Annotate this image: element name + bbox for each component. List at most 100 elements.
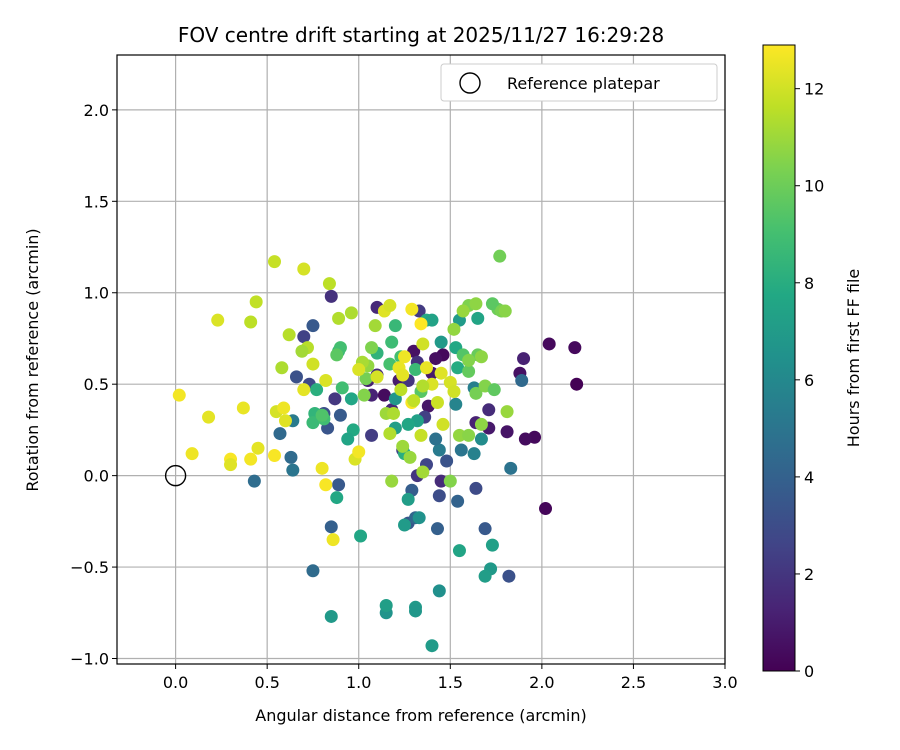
scatter-point <box>328 392 342 406</box>
scatter-point <box>310 383 324 397</box>
scatter-point <box>273 427 287 441</box>
y-tick-label: −0.5 <box>70 558 109 577</box>
scatter-point <box>419 361 433 375</box>
scatter-point <box>211 313 225 327</box>
scatter-point <box>306 319 320 333</box>
x-tick-label: 0.0 <box>163 673 188 692</box>
scatter-point <box>430 395 444 409</box>
scatter-point <box>383 427 397 441</box>
data-points <box>172 249 584 653</box>
scatter-point <box>306 564 320 578</box>
scatter-point <box>482 403 496 417</box>
scatter-point <box>267 255 281 269</box>
scatter-point <box>275 361 289 375</box>
scatter-point <box>440 454 454 468</box>
scatter-point <box>469 481 483 495</box>
scatter-point <box>469 386 483 400</box>
scatter-point <box>365 428 379 442</box>
scatter-point <box>359 372 373 386</box>
scatter-point <box>330 348 344 362</box>
scatter-point <box>425 639 439 653</box>
scatter-point <box>539 502 553 516</box>
scatter-point <box>354 529 368 543</box>
scatter-point <box>570 377 584 391</box>
scatter-point <box>306 416 320 430</box>
scatter-point <box>267 449 281 463</box>
colorbar-tick-label: 4 <box>804 468 814 487</box>
scatter-point <box>383 299 397 313</box>
colorbar-tick-label: 2 <box>804 565 814 584</box>
chart-title: FOV centre drift starting at 2025/11/27 … <box>178 23 664 47</box>
scatter-point <box>462 364 476 378</box>
scatter-point <box>447 322 461 336</box>
x-axis-ticks: 0.0 0.5 1.0 1.5 2.0 2.5 3.0 <box>163 664 738 692</box>
y-axis-ticks: −1.0 −0.5 0.0 0.5 1.0 1.5 2.0 <box>70 101 117 669</box>
x-tick-label: 1.5 <box>438 673 463 692</box>
scatter-point <box>451 494 465 508</box>
scatter-point <box>379 598 393 612</box>
scatter-point <box>469 297 483 311</box>
scatter-point <box>297 383 311 397</box>
scatter-point <box>434 366 448 380</box>
colorbar-tick-label: 10 <box>804 177 824 196</box>
scatter-point <box>388 319 402 333</box>
scatter-point <box>333 408 347 422</box>
scatter-point <box>452 544 466 558</box>
y-tick-label: −1.0 <box>70 650 109 669</box>
scatter-point <box>282 328 296 342</box>
scatter-point <box>330 491 344 505</box>
scatter-point <box>430 522 444 536</box>
scatter-point <box>344 392 358 406</box>
scatter-point <box>487 383 501 397</box>
scatter-point <box>385 474 399 488</box>
scatter-point <box>432 584 446 598</box>
scatter-point <box>568 341 582 355</box>
scatter-point <box>474 432 488 446</box>
x-tick-label: 2.0 <box>529 673 554 692</box>
scatter-point <box>436 417 450 431</box>
scatter-point <box>396 368 410 382</box>
scatter-point <box>284 450 298 464</box>
scatter-point <box>324 289 338 303</box>
scatter-point <box>474 417 488 431</box>
scatter-point <box>432 489 446 503</box>
colorbar-tick-label: 12 <box>804 80 824 99</box>
scatter-point <box>315 408 329 422</box>
scatter-point <box>451 361 465 375</box>
y-axis-label: Rotation from reference (arcmin) <box>23 228 42 491</box>
scatter-point <box>326 533 340 547</box>
scatter-point <box>471 311 485 325</box>
scatter-point <box>249 295 263 309</box>
scatter-point <box>405 302 419 316</box>
plot-frame <box>116 54 726 665</box>
scatter-point <box>462 428 476 442</box>
scatter-point <box>365 341 379 355</box>
scatter-point <box>286 463 300 477</box>
legend-label-reference: Reference platepar <box>507 74 660 93</box>
scatter-point <box>315 461 329 475</box>
y-tick-label: 0.5 <box>84 375 109 394</box>
scatter-point <box>414 317 428 331</box>
scatter-point <box>401 492 415 506</box>
colorbar-gradient <box>762 44 796 672</box>
scatter-point <box>416 337 430 351</box>
scatter-point <box>518 432 532 446</box>
reference-platepar-marker <box>164 464 187 487</box>
scatter-point <box>500 425 514 439</box>
scatter-point <box>277 401 291 415</box>
scatter-point <box>398 350 412 364</box>
scatter-point <box>403 450 417 464</box>
scatter-point <box>341 432 355 446</box>
reference-marker-layer <box>164 464 187 487</box>
scatter-point <box>247 474 261 488</box>
scatter-point <box>335 381 349 395</box>
scatter-point <box>387 406 401 420</box>
scatter-point <box>485 538 499 552</box>
scatter-point <box>377 388 391 402</box>
scatter-point <box>454 443 468 457</box>
y-tick-label: 2.0 <box>84 101 109 120</box>
scatter-point <box>396 439 410 453</box>
scatter-point <box>244 315 258 329</box>
colorbar-label: Hours from first FF file <box>844 269 863 448</box>
scatter-point <box>278 414 292 428</box>
